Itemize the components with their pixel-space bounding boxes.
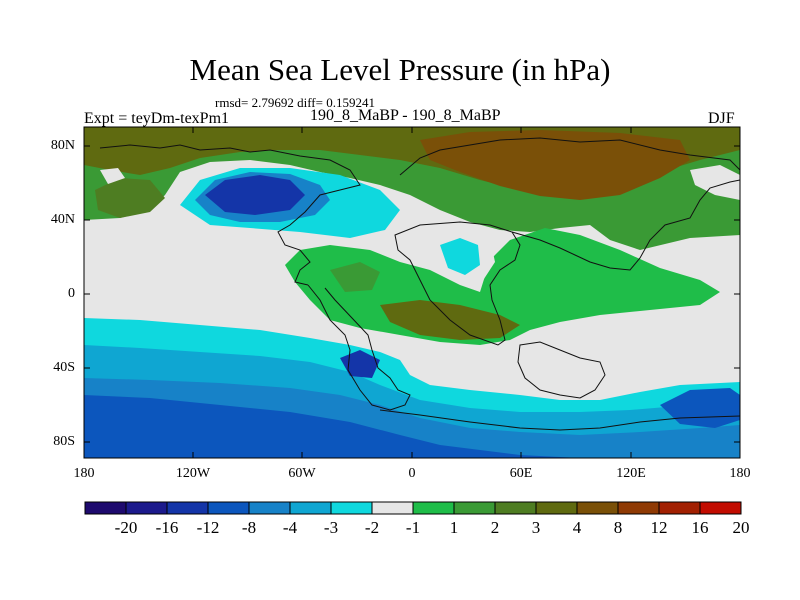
colorbar-swatch <box>166 501 209 515</box>
lat-label-80n: 80N <box>50 138 75 153</box>
colorbar-swatch <box>330 501 373 515</box>
north-america-outline <box>99 144 361 286</box>
colorbar-swatch <box>412 501 455 515</box>
lat-label-40n: 40N <box>50 212 75 227</box>
colorbar-tick-label: 8 <box>613 518 623 537</box>
tropical-cyan-patch <box>440 238 480 275</box>
colorbar-swatch <box>617 501 660 515</box>
season-label: DJF <box>708 110 735 127</box>
colorbar-tick-label: 1 <box>449 518 459 537</box>
lon-label-180-east: 180 <box>729 466 751 481</box>
europe-asia-outline <box>399 137 741 176</box>
lon-label-120e: 120E <box>616 466 646 481</box>
colorbar-swatch <box>699 501 742 515</box>
colorbar-tick-label: -3 <box>323 518 339 537</box>
arctic-white-patch <box>100 168 125 184</box>
colorbar-tick-label: 16 <box>691 518 709 537</box>
colorbar-tick-label: -8 <box>241 518 257 537</box>
lon-label-120w: 120W <box>175 466 211 481</box>
colorbar-swatch <box>84 501 127 515</box>
asia-south-outline <box>511 179 741 271</box>
colorbar-swatch <box>535 501 578 515</box>
experiment-label: Expt = teyDm-texPm1 <box>84 110 230 127</box>
north-pacific-high <box>95 178 165 218</box>
colorbar <box>84 501 742 515</box>
lon-label-60e: 60E <box>509 466 533 481</box>
pressure-field <box>84 127 740 458</box>
continent-outlines <box>99 137 741 431</box>
colorbar-tick-label: 4 <box>572 518 582 537</box>
colorbar-tick-label: -4 <box>282 518 298 537</box>
colorbar-swatch <box>207 501 250 515</box>
northeast-white-patch <box>690 165 740 200</box>
axis-ticks <box>84 127 740 458</box>
colorbar-tick-label: 2 <box>490 518 500 537</box>
colorbar-swatch <box>289 501 332 515</box>
colorbar-swatch <box>453 501 496 515</box>
siberian-high <box>420 130 690 200</box>
colorbar-swatch <box>658 501 701 515</box>
lat-label-40s: 40S <box>53 360 75 375</box>
colorbar-tick-label: -16 <box>155 518 179 537</box>
lat-label-80s: 80S <box>53 434 75 449</box>
colorbar-swatch <box>371 501 414 515</box>
colorbar-tick-label: -12 <box>196 518 220 537</box>
southern-olive-patch <box>330 262 380 292</box>
southern-atlantic-low <box>340 350 380 378</box>
lon-label-0: 0 <box>408 466 416 481</box>
colorbar-swatch <box>125 501 168 515</box>
south-america-outline <box>307 284 411 411</box>
comparison-label: 190_8_MaBP - 190_8_MaBP <box>310 107 501 124</box>
lat-label-0: 0 <box>68 286 75 301</box>
colorbar-swatch <box>576 501 619 515</box>
colorbar-tick-label: 3 <box>531 518 541 537</box>
north-atlantic-low-core <box>205 175 305 215</box>
colorbar-swatch <box>248 501 291 515</box>
africa-outline <box>394 221 521 346</box>
stats-text: rmsd= 2.79692 diff= 0.159241 <box>215 95 375 110</box>
map-title: Mean Sea Level Pressure (in hPa) <box>189 52 611 87</box>
colorbar-tick-label: 12 <box>650 518 668 537</box>
antarctica-outline <box>379 409 741 431</box>
colorbar-tick-label: -1 <box>405 518 421 537</box>
southern-negative-core <box>84 395 580 458</box>
colorbar-tick-label: 20 <box>732 518 750 537</box>
lon-label-180-west: 180 <box>73 466 95 481</box>
australia-outline <box>517 341 606 399</box>
colorbar-tick-label: -20 <box>114 518 138 537</box>
lon-label-60w: 60W <box>288 466 316 481</box>
colorbar-tick-label: -2 <box>364 518 380 537</box>
colorbar-swatch <box>494 501 537 515</box>
